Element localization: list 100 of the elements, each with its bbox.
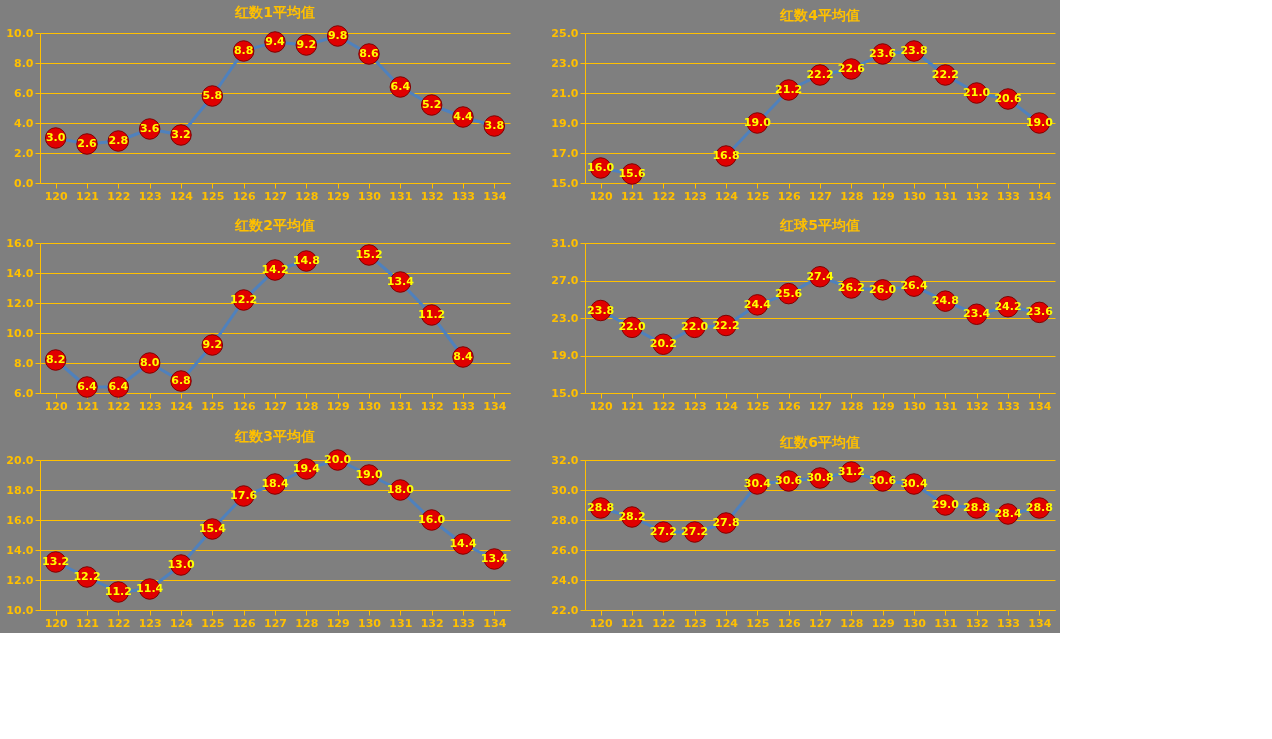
- data-label: 17.6: [230, 489, 258, 502]
- data-label: 28.8: [1025, 501, 1053, 514]
- data-label: 20.6: [994, 92, 1022, 105]
- x-tick-label: 125: [746, 399, 770, 413]
- data-label: 22.0: [618, 320, 646, 334]
- data-label: 18.0: [386, 483, 415, 496]
- data-label: 22.6: [837, 62, 866, 75]
- x-tick-label: 129: [326, 616, 350, 630]
- data-label: 30.4: [900, 477, 928, 490]
- data-label: 3.6: [139, 122, 160, 135]
- x-tick-label: 134: [1028, 189, 1052, 203]
- y-tick-label: 30.0: [551, 483, 579, 497]
- data-label: 8.2: [45, 353, 66, 366]
- x-tick-label: 123: [138, 189, 162, 203]
- data-label: 14.8: [292, 254, 320, 267]
- x-tick-label: 126: [232, 189, 256, 203]
- data-label: 6.4: [77, 380, 98, 393]
- y-tick-label: 12.0: [6, 296, 34, 310]
- x-tick-label: 127: [809, 189, 832, 203]
- x-tick-label: 130: [903, 189, 927, 203]
- data-label: 9.2: [296, 38, 317, 51]
- data-label: 26.2: [837, 281, 865, 294]
- x-tick-label: 120: [44, 399, 68, 413]
- data-label: 24.4: [743, 297, 772, 311]
- x-tick-label: 131: [934, 189, 958, 203]
- x-tick-label: 133: [452, 189, 475, 203]
- data-label: 23.8: [587, 303, 615, 317]
- data-label: 12.2: [230, 293, 258, 306]
- data-label: 16.8: [712, 149, 740, 162]
- x-tick-label: 131: [389, 399, 413, 413]
- y-tick-label: 22.0: [551, 603, 579, 617]
- x-tick-label: 132: [420, 399, 444, 413]
- data-label: 21.0: [963, 86, 991, 99]
- x-tick-label: 132: [965, 399, 989, 413]
- data-label: 22.0: [681, 320, 709, 334]
- x-tick-label: 128: [295, 616, 319, 630]
- x-tick-label: 126: [777, 189, 801, 203]
- x-tick-label: 127: [809, 616, 832, 630]
- x-tick-label: 132: [965, 189, 989, 203]
- y-tick-label: 31.0: [551, 236, 579, 250]
- x-tick-label: 122: [652, 189, 676, 203]
- x-tick-label: 132: [420, 189, 444, 203]
- x-tick-label: 128: [840, 616, 864, 630]
- data-label: 11.2: [104, 585, 132, 598]
- y-tick-label: 8.0: [14, 56, 34, 70]
- data-label: 20.2: [649, 337, 677, 351]
- data-label: 19.0: [1025, 116, 1054, 129]
- data-label: 12.2: [73, 570, 101, 583]
- data-label: 5.8: [202, 89, 223, 102]
- data-label: 3.0: [45, 131, 66, 144]
- x-tick-label: 121: [76, 399, 99, 413]
- x-tick-label: 120: [44, 189, 68, 203]
- data-label: 29.0: [931, 498, 960, 511]
- x-tick-label: 124: [170, 189, 194, 203]
- x-tick-label: 129: [326, 189, 350, 203]
- data-label: 19.4: [292, 462, 321, 475]
- x-tick-label: 129: [871, 399, 895, 413]
- x-tick-label: 124: [715, 616, 739, 630]
- data-label: 13.0: [167, 558, 195, 571]
- x-tick-label: 133: [997, 399, 1020, 413]
- y-tick-label: 2.0: [14, 146, 34, 160]
- y-tick-label: 10.0: [6, 26, 34, 40]
- data-label: 26.0: [869, 282, 897, 296]
- x-tick-label: 121: [76, 189, 99, 203]
- x-tick-label: 124: [170, 399, 194, 413]
- x-tick-label: 120: [44, 616, 68, 630]
- y-tick-label: 19.0: [551, 349, 579, 362]
- x-tick-label: 125: [746, 616, 770, 630]
- data-label: 2.6: [77, 137, 98, 150]
- x-tick-label: 120: [589, 189, 613, 203]
- data-label: 16.0: [587, 161, 615, 174]
- data-label: 22.2: [931, 68, 959, 81]
- x-tick-label: 123: [683, 189, 707, 203]
- data-label: 15.2: [355, 248, 383, 261]
- x-tick-label: 124: [170, 616, 194, 630]
- x-tick-label: 134: [1028, 616, 1052, 630]
- x-tick-label: 133: [452, 399, 475, 413]
- data-label: 2.8: [108, 134, 129, 147]
- x-tick-label: 125: [201, 616, 225, 630]
- x-tick-label: 125: [746, 189, 770, 203]
- x-tick-label: 129: [326, 399, 350, 413]
- data-label: 8.4: [453, 350, 474, 363]
- y-tick-label: 21.0: [551, 86, 579, 100]
- x-tick-label: 134: [1028, 399, 1052, 413]
- y-tick-label: 4.0: [14, 116, 34, 130]
- x-tick-label: 134: [483, 399, 507, 413]
- data-label: 11.2: [418, 308, 446, 321]
- data-label: 18.4: [261, 477, 289, 490]
- x-tick-label: 125: [201, 189, 225, 203]
- x-tick-label: 132: [965, 616, 989, 630]
- x-tick-label: 121: [621, 616, 644, 630]
- x-tick-label: 128: [840, 399, 864, 413]
- x-tick-label: 134: [483, 189, 507, 203]
- data-label: 13.2: [42, 555, 70, 568]
- x-tick-label: 130: [903, 616, 927, 630]
- x-tick-label: 123: [138, 399, 162, 413]
- y-tick-label: 16.0: [6, 236, 34, 250]
- chart-title: 红数1平均值: [234, 3, 315, 20]
- y-tick-label: 26.0: [551, 543, 579, 557]
- data-label: 15.4: [198, 522, 227, 535]
